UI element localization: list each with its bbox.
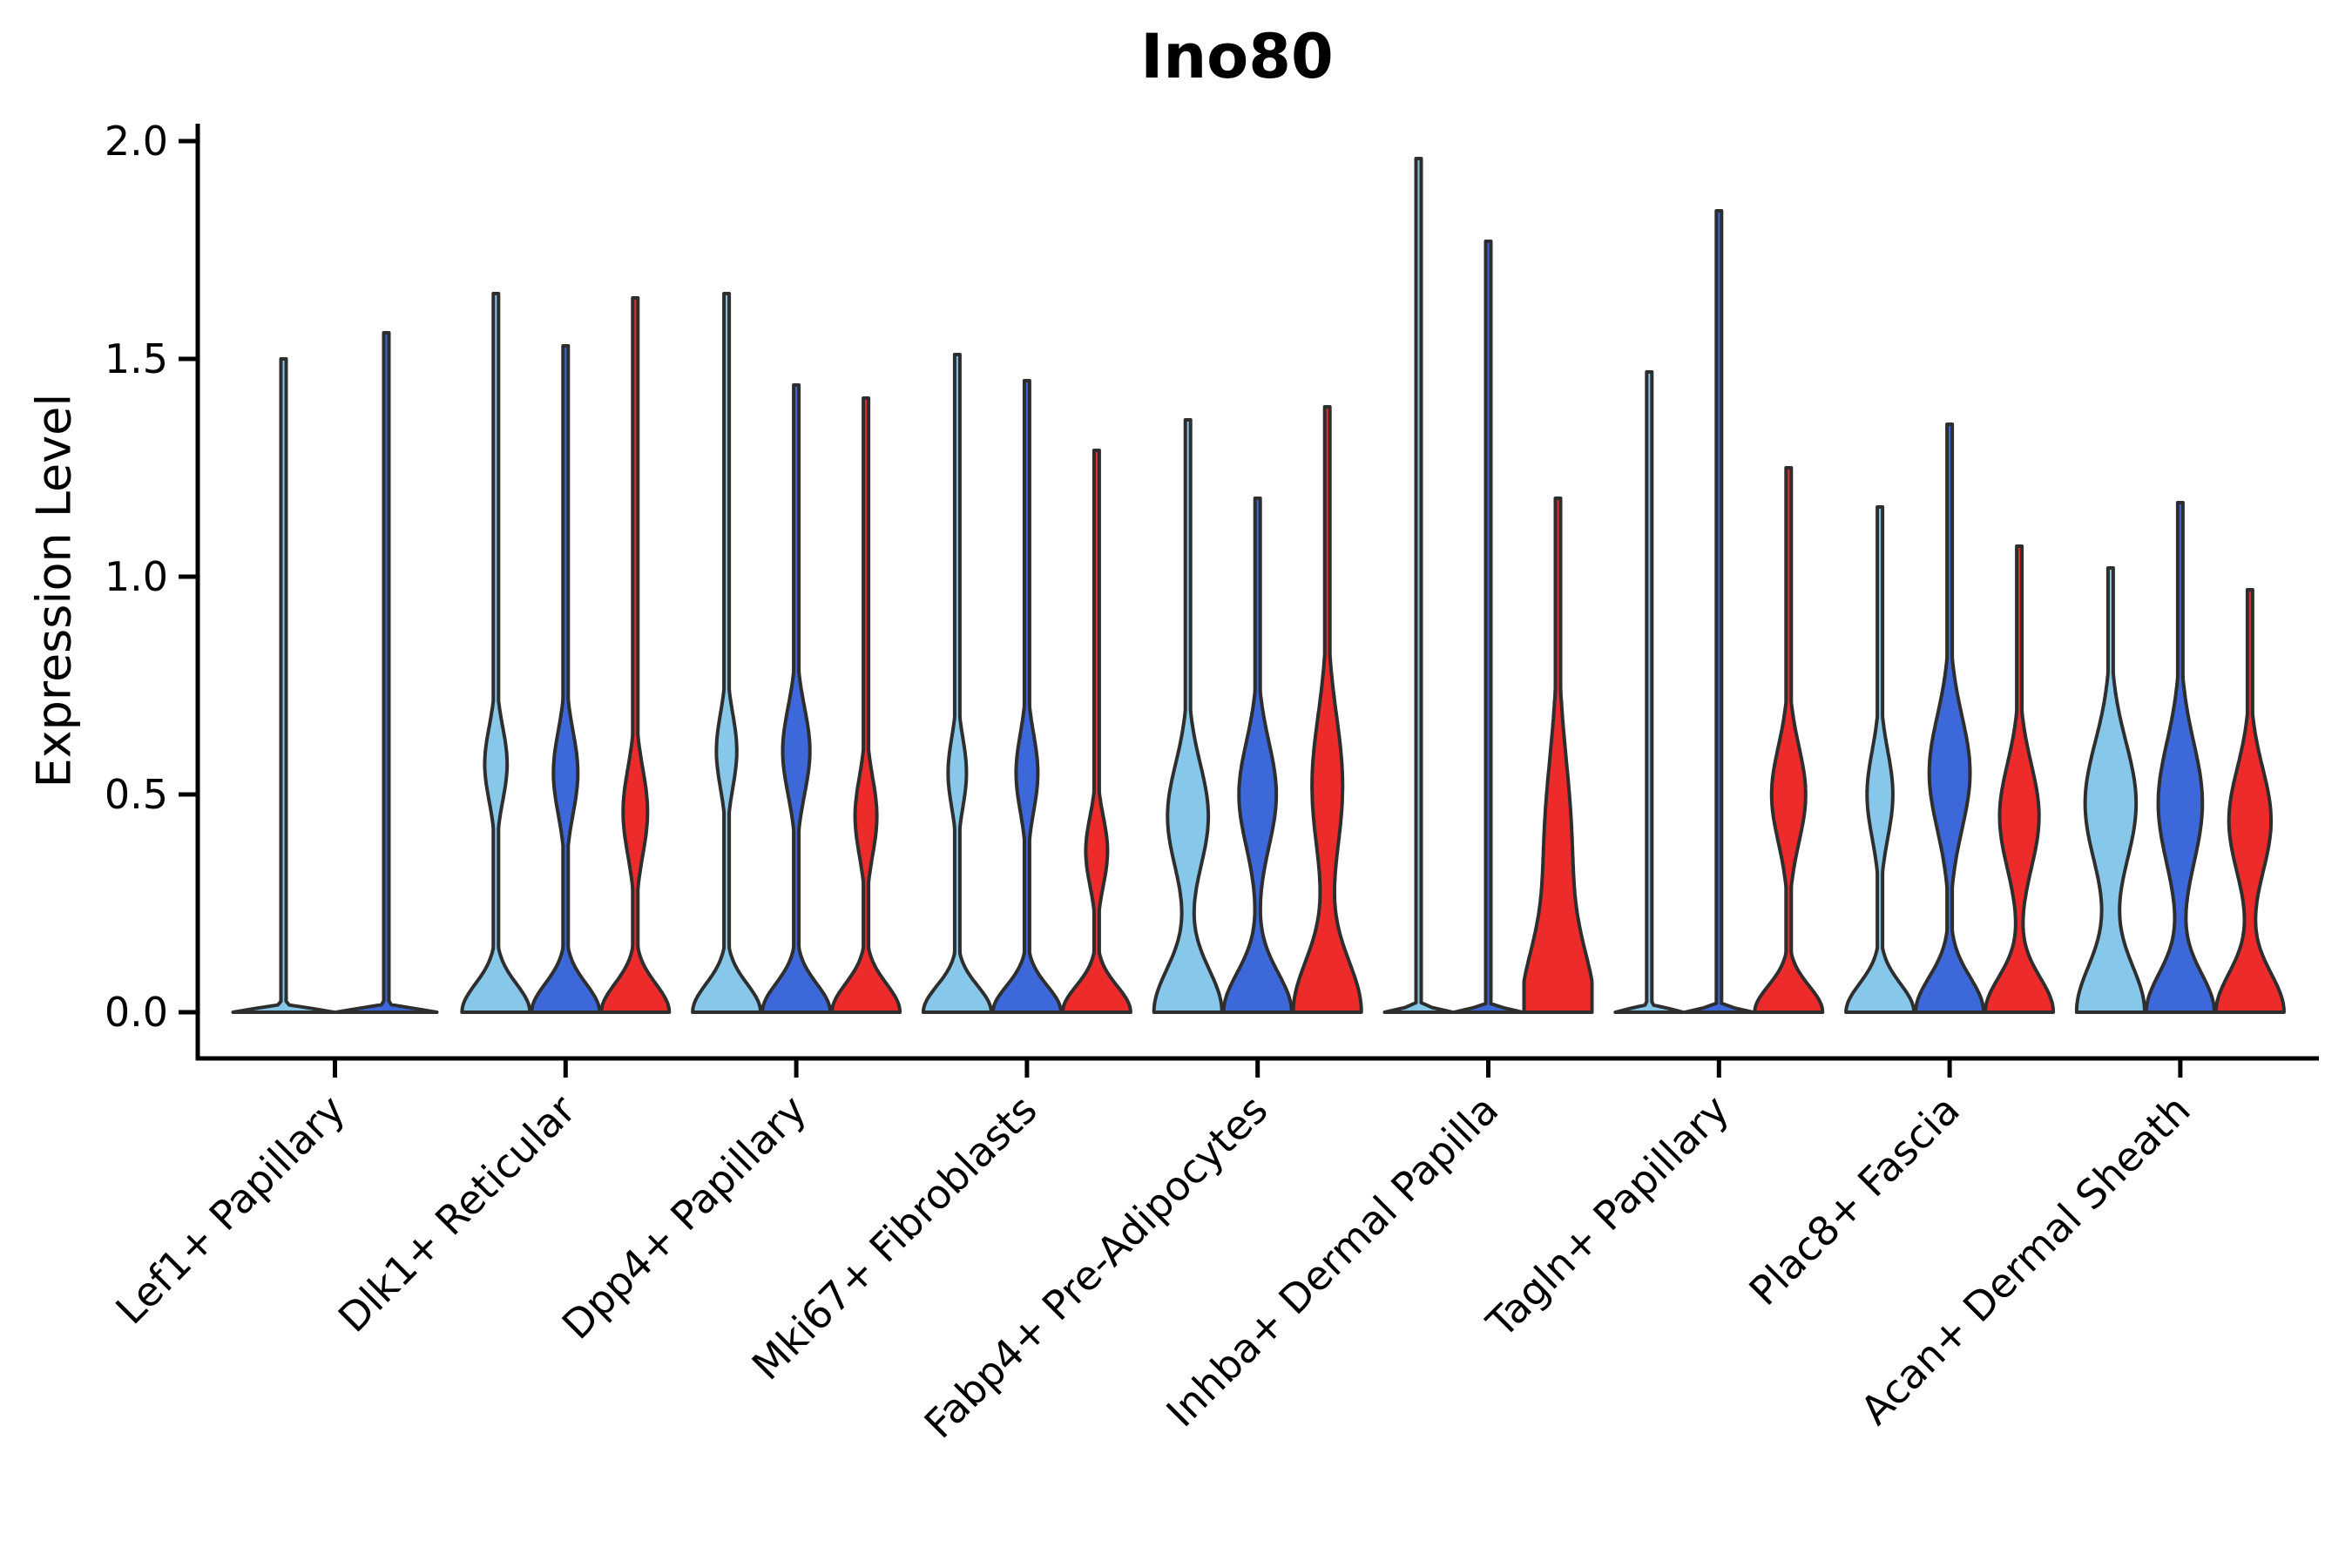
violin-red-tagln (1753, 466, 1825, 1014)
violin-blue-plac8 (1914, 422, 1986, 1014)
violin-skyblue-mki67 (921, 353, 993, 1014)
violin-blue-lef1 (334, 331, 439, 1014)
y-tick-label: 0.0 (105, 989, 168, 1036)
violin-blue-inhba (1452, 240, 1524, 1014)
violin-red-fabp4 (1291, 405, 1363, 1014)
chart-title: Ino80 (1140, 21, 1334, 92)
violin-blue-mki67 (990, 379, 1063, 1014)
violin-skyblue-acan (2074, 566, 2146, 1014)
violin-skyblue-dlk1 (460, 292, 532, 1014)
violin-skyblue-inhba (1382, 157, 1455, 1014)
violin-blue-fabp4 (1221, 497, 1294, 1014)
violin-red-plac8 (1984, 544, 2056, 1014)
x-tick-label: Dlk1+ Reticular (329, 1086, 585, 1342)
violin-skyblue-dpp4 (691, 292, 763, 1014)
violin-blue-tagln (1683, 209, 1755, 1014)
violin-red-dlk1 (599, 296, 672, 1014)
violin-red-acan (2213, 588, 2286, 1014)
violin-blue-dpp4 (760, 383, 833, 1014)
violin-skyblue-fabp4 (1152, 418, 1224, 1014)
violin-blue-dlk1 (530, 344, 602, 1014)
violin-red-inhba (1522, 497, 1594, 1014)
violin-skyblue-tagln (1613, 370, 1686, 1014)
y-tick-label: 0.5 (105, 771, 168, 818)
violin-blue-acan (2144, 501, 2216, 1014)
violin-skyblue-plac8 (1844, 505, 1916, 1014)
y-axis-label: Expression Level (26, 393, 82, 788)
y-tick-label: 2.0 (105, 118, 168, 165)
violin-red-dpp4 (830, 396, 902, 1014)
x-tick-label: Plac8+ Fascia (1740, 1086, 1968, 1315)
y-tick-label: 1.5 (105, 335, 168, 382)
y-tick-label: 1.0 (105, 553, 168, 600)
violin-red-mki67 (1060, 449, 1132, 1014)
axis-spines (195, 124, 2319, 1061)
x-tick-label: Lef1+ Papillary (106, 1086, 354, 1334)
x-tick-label: Dpp4+ Papillary (553, 1086, 815, 1348)
x-tick-label: Tagln+ Papillary (1477, 1086, 1738, 1348)
violin-skyblue-lef1 (231, 357, 336, 1014)
